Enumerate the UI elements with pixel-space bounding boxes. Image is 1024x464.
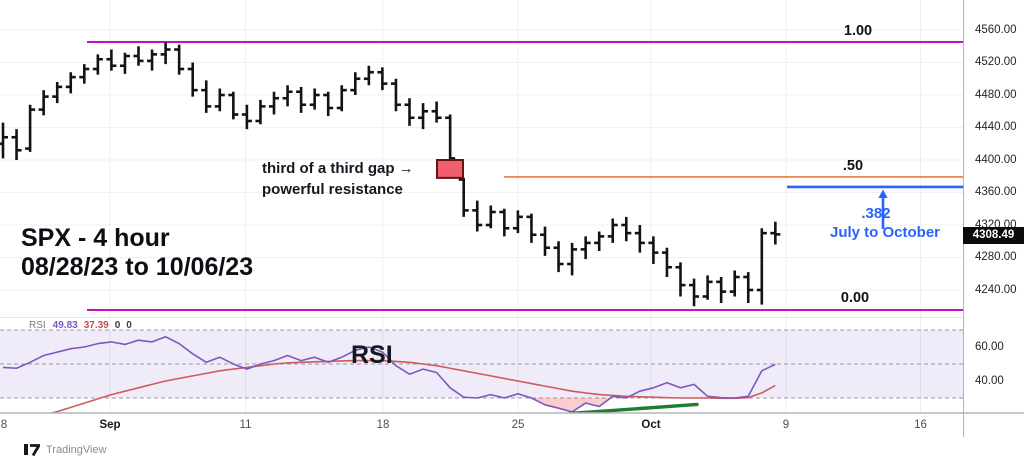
time-tick-label-8: 8 [0,419,8,431]
ohlc-bars [0,42,781,307]
time-tick-label-oct: Oct [641,419,661,431]
rsi-pane [0,329,963,413]
rsi-divergence-trendline [568,402,699,413]
rsi-oversold-fill [531,398,611,412]
price-tick-label: 4280.00 [975,251,1017,263]
rsi-legend-extra1: 0 [114,320,121,331]
rsi-legend-value: 49.83 [52,320,78,331]
time-tick-label-18: 18 [376,419,390,431]
rsi-tick-label: 40.00 [975,374,1004,387]
symbol-timeframe-label: SPX - 4 hour [21,224,170,252]
tradingview-attribution[interactable]: TradingView [24,443,107,456]
rsi-value-axis[interactable]: 60.00 40.00 [963,0,1024,437]
gap-annotation: third of a third gap → powerful resistan… [262,158,414,200]
rsi-legend-extra2: 0 [126,320,132,331]
price-tick-label: 4560.00 [975,23,1017,36]
time-tick-label-11: 11 [239,419,252,431]
rsi-ma-line [50,359,776,413]
rsi-pane-label: RSI [351,341,393,369]
time-tick-label-9: 9 [782,419,790,431]
fib-label-0.50: .50 [842,158,864,174]
chart-title: SPX - 4 hour 08/28/23 to 10/06/23 [21,224,253,282]
price-tick-label: 4360.00 [975,186,1017,198]
price-tick-label: 4240.00 [975,283,1017,296]
time-axis[interactable]: 8 Sep 11 18 25 Oct 9 16 [0,413,1024,437]
main-price-pane [0,41,963,311]
rsi-indicator-legend[interactable]: RSI 49.83 37.39 0 0 [29,320,132,331]
price-tick-label: 4400.00 [975,153,1017,166]
date-range-label: 08/28/23 to 10/06/23 [21,253,254,281]
gap-highlight-box [436,159,464,179]
rsi-legend-name: RSI [29,320,46,331]
gap-annotation-line1: third of a third gap → [262,160,414,177]
time-tick-label-sep: Sep [99,419,121,431]
time-tick-label-16: 16 [914,419,927,431]
time-tick-label-25: 25 [511,419,525,431]
fib-label-1.00: 1.00 [843,23,873,39]
fib-label-0.382: .382 [861,205,891,222]
rsi-line [2,335,776,413]
fib-382-arrow [878,189,888,229]
rsi-tick-label: 60.00 [975,340,1004,353]
price-tick-label: 4480.00 [975,88,1017,101]
last-price-badge: 4308.49 [963,227,1024,244]
rsi-ma-value: 37.39 [83,320,109,331]
gap-annotation-line2: powerful resistance [262,181,403,198]
fib-label-0.00: 0.00 [840,290,870,306]
tradingview-logo-text: TradingView [46,443,107,456]
price-tick-label: 4520.00 [975,56,1017,68]
price-tick-label: 4440.00 [975,121,1017,133]
price-axis[interactable]: 4560.00 4520.00 4480.00 4440.00 4400.00 4360.… [963,0,1024,437]
fib-range-note: July to October [829,224,941,241]
tradingview-logo-icon [24,444,40,456]
